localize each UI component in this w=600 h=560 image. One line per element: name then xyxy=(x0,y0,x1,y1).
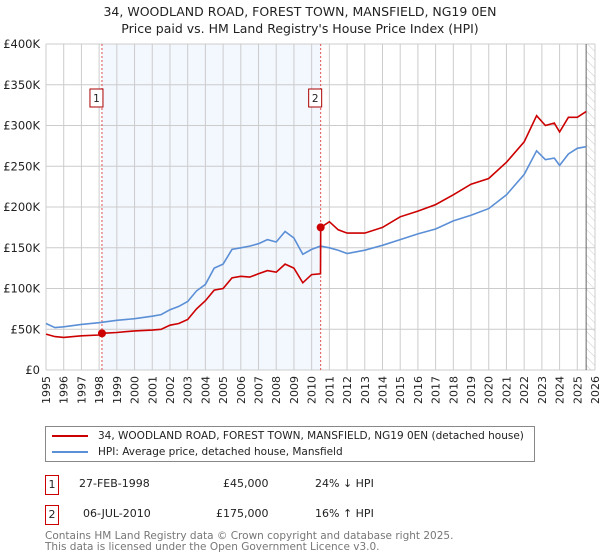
x-tick-label: 2002 xyxy=(164,376,177,404)
chart-title: 34, WOODLAND ROAD, FOREST TOWN, MANSFIEL… xyxy=(103,4,497,19)
transaction-price: £45,000 xyxy=(223,477,269,490)
y-tick-label: £300K xyxy=(3,119,40,133)
x-tick-label: 2013 xyxy=(359,376,372,404)
x-tick-label: 2025 xyxy=(571,376,584,404)
x-tick-label: 2010 xyxy=(306,376,319,404)
transaction-marker-label: 1 xyxy=(93,93,100,105)
legend-label: 34, WOODLAND ROAD, FOREST TOWN, MANSFIEL… xyxy=(98,430,524,442)
x-tick-label: 1998 xyxy=(93,376,106,404)
plot-area: 1995 1996 1997 1998 1999 2000 2001 2002 2003 2004… xyxy=(3,37,600,404)
x-tick-label: 2022 xyxy=(518,376,531,404)
x-tick-label: 2018 xyxy=(447,376,460,404)
x-tick-label: 2005 xyxy=(217,376,230,404)
x-tick-label: 2024 xyxy=(554,376,567,404)
y-tick-label: £0 xyxy=(25,363,40,377)
transaction-date: 27-FEB-1998 xyxy=(79,477,150,490)
x-tick-label: 2019 xyxy=(465,376,478,404)
legend-label: HPI: Average price, detached house, Mans… xyxy=(98,446,343,458)
y-tick-label: £50K xyxy=(11,322,41,336)
x-tick-label: 2015 xyxy=(394,376,407,404)
x-tick-label: 2020 xyxy=(483,376,496,404)
x-tick-label: 1995 xyxy=(40,376,53,404)
price-paid-line xyxy=(45,110,587,339)
transaction-point xyxy=(316,223,325,232)
transaction-date: 06-JUL-2010 xyxy=(83,507,151,520)
y-tick-label: £200K xyxy=(3,200,40,214)
transaction-hpi: 24% ↓ HPI xyxy=(315,477,374,490)
legend-item-hpi: HPI: Average price, detached house, Mans… xyxy=(52,444,343,460)
y-tick-label: £350K xyxy=(3,78,40,92)
y-tick-label: £100K xyxy=(3,282,40,296)
chart-subtitle: Price paid vs. HM Land Registry's House … xyxy=(121,21,479,36)
x-tick-label: 2000 xyxy=(129,376,142,404)
y-tick-label: £150K xyxy=(3,241,40,255)
x-tick-label: 2006 xyxy=(235,376,248,404)
legend-swatch-red xyxy=(52,435,88,437)
transaction-marker-box xyxy=(89,88,104,108)
x-tick-label: 2011 xyxy=(323,376,336,404)
transaction-marker-box xyxy=(308,88,323,108)
transaction-marker-label: 2 xyxy=(312,93,319,105)
y-tick-label: £400K xyxy=(3,37,40,51)
transaction-price: £175,000 xyxy=(216,507,269,520)
legend-item-property: 34, WOODLAND ROAD, FOREST TOWN, MANSFIEL… xyxy=(52,428,524,444)
hpi-line xyxy=(45,145,587,329)
x-tick-label: 2023 xyxy=(536,376,549,404)
x-tick-label: 2017 xyxy=(430,376,443,404)
x-tick-label: 2007 xyxy=(253,376,266,404)
x-tick-label: 2009 xyxy=(288,376,301,404)
footer: Contains HM Land Registry data © Crown c… xyxy=(45,531,453,553)
x-tick-label: 1996 xyxy=(58,376,71,404)
legend: 34, WOODLAND ROAD, FOREST TOWN, MANSFIEL… xyxy=(45,426,535,462)
x-tick-label: 2012 xyxy=(341,376,354,404)
y-tick-label: £250K xyxy=(3,159,40,173)
x-tick-label: 2021 xyxy=(500,376,513,404)
footer-copyright: Contains HM Land Registry data © Crown c… xyxy=(45,530,454,542)
legend-swatch-blue xyxy=(52,451,88,453)
transaction-marker-label: 1 xyxy=(45,475,59,495)
footer-licence: This data is licensed under the Open Gov… xyxy=(45,541,380,553)
transaction-point xyxy=(97,329,106,338)
transaction-hpi: 16% ↑ HPI xyxy=(315,507,374,520)
transaction-marker-label: 2 xyxy=(45,505,59,525)
x-tick-label: 2008 xyxy=(270,376,283,404)
x-tick-label: 2003 xyxy=(182,376,195,404)
x-tick-label: 1997 xyxy=(75,376,88,404)
x-tick-label: 2016 xyxy=(412,376,425,404)
x-tick-label: 2014 xyxy=(376,376,389,404)
x-tick-label: 2001 xyxy=(146,376,159,404)
x-tick-label: 2004 xyxy=(199,376,212,404)
x-tick-label: 1999 xyxy=(111,376,124,404)
x-tick-label: 2026 xyxy=(589,376,600,404)
